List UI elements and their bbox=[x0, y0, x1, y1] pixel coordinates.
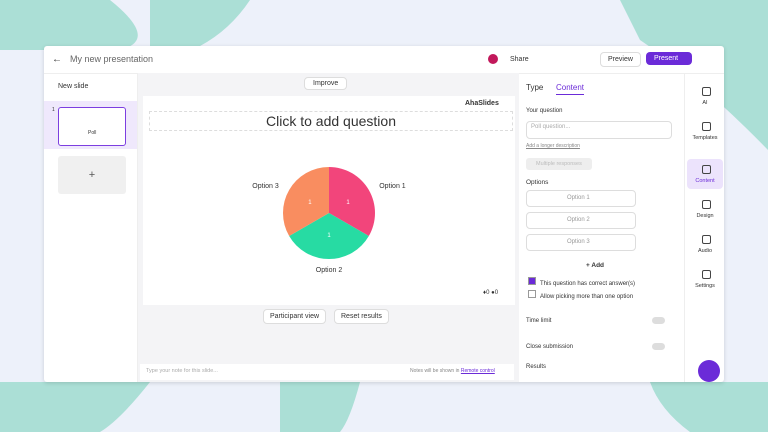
toggle[interactable] bbox=[652, 317, 665, 324]
present-button[interactable]: Present bbox=[646, 52, 693, 65]
notes-hint: Notes will be shown in bbox=[410, 368, 460, 374]
rail-item[interactable]: AI bbox=[687, 81, 723, 111]
slice-value: 1 bbox=[308, 200, 312, 206]
rail-label: Design bbox=[696, 213, 714, 219]
toggle[interactable] bbox=[652, 343, 665, 350]
options-label: Options bbox=[526, 179, 549, 186]
icon-rail: AI Templates Content Design Audio Settings bbox=[684, 73, 725, 382]
long-description-link[interactable]: Add a longer description bbox=[526, 143, 580, 149]
thumbnail-label: Poll bbox=[88, 130, 97, 136]
checkbox-box bbox=[528, 290, 536, 298]
option-row: Option 3 bbox=[526, 234, 636, 251]
checkbox-row[interactable]: This question has correct answer(s) bbox=[528, 277, 635, 287]
option-row: Option 2 bbox=[526, 212, 636, 229]
new-slide-label: New slide bbox=[58, 83, 89, 90]
slice-label: Option 2 bbox=[316, 267, 343, 274]
slice-label: Option 3 bbox=[252, 183, 279, 190]
top-bar: ← My new presentation Share Preview Pres… bbox=[44, 46, 724, 74]
question-label: Your question bbox=[526, 108, 563, 114]
pie-slice bbox=[289, 213, 369, 260]
rail-icon bbox=[702, 270, 711, 279]
preview-button[interactable]: Preview bbox=[600, 52, 641, 67]
slice-value: 1 bbox=[327, 233, 331, 239]
slide-number: 1 bbox=[52, 107, 55, 113]
results-label: Results bbox=[526, 364, 547, 370]
close-submission-label: Close submission bbox=[526, 344, 574, 350]
pie-slice bbox=[329, 167, 375, 236]
participant-view-button[interactable]: Participant view bbox=[263, 309, 327, 324]
editor-area: Improve AhaSlides Click to add question … bbox=[138, 73, 519, 382]
rail-item[interactable]: Settings bbox=[687, 264, 723, 294]
pie-slice bbox=[283, 167, 329, 236]
rail-item[interactable]: Templates bbox=[687, 116, 723, 146]
back-button[interactable]: ← bbox=[52, 54, 62, 65]
add-slide-button[interactable]: + bbox=[58, 156, 126, 194]
reactions: ♦0 ●0 bbox=[483, 290, 499, 296]
share-button[interactable]: Share bbox=[510, 56, 529, 63]
checkbox-label: Allow picking more than one option bbox=[540, 294, 634, 300]
rail-item[interactable]: Audio bbox=[687, 229, 723, 259]
reaction-count: 0 bbox=[494, 290, 499, 296]
rail-item[interactable]: Content bbox=[687, 159, 723, 189]
option-row: Option 1 bbox=[526, 190, 636, 207]
slide-sidebar: New slide 1 Poll + bbox=[44, 73, 138, 382]
new-slide-button[interactable]: New slide bbox=[58, 83, 88, 90]
brand-logo: AhaSlides bbox=[465, 100, 499, 107]
option-input[interactable]: Option 1 bbox=[567, 195, 590, 201]
multiple-button[interactable]: Multiple responses bbox=[526, 158, 592, 170]
checkbox-box bbox=[528, 277, 536, 285]
content-tab[interactable]: Content bbox=[556, 83, 585, 95]
option-input[interactable]: Option 3 bbox=[567, 239, 590, 245]
rail-label: Content bbox=[695, 178, 715, 184]
reaction-count: 0 bbox=[486, 290, 490, 296]
type-tab[interactable]: Type bbox=[526, 83, 544, 92]
checkbox-label: This question has correct answer(s) bbox=[540, 281, 636, 287]
rail-label: Settings bbox=[695, 283, 715, 289]
improve-button[interactable]: Improve bbox=[304, 77, 348, 90]
rail-icon bbox=[702, 200, 711, 209]
add-label: Add bbox=[591, 262, 605, 269]
rail-label: AI bbox=[702, 100, 708, 106]
reset-results-button[interactable]: Reset results bbox=[334, 309, 389, 324]
rail-icon bbox=[702, 122, 711, 131]
avatar bbox=[488, 54, 498, 64]
slide-canvas: AhaSlides Click to add question 1 Option … bbox=[143, 96, 515, 305]
checkbox-row[interactable]: Allow picking more than one option bbox=[528, 290, 633, 300]
option-input[interactable]: Option 2 bbox=[567, 217, 590, 223]
presentation-title[interactable]: My new presentation bbox=[70, 54, 154, 64]
rail-label: Audio bbox=[697, 248, 713, 254]
app-window: ← My new presentation Share Preview Pres… bbox=[44, 46, 724, 382]
pie-chart: 1 Option 1 1 Option 2 1 Option 3 bbox=[252, 167, 406, 274]
rail-icon bbox=[702, 165, 711, 174]
rail-icon bbox=[702, 235, 711, 244]
slice-label: Option 1 bbox=[379, 183, 406, 190]
rail-label: Templates bbox=[692, 135, 718, 141]
notes-link[interactable]: Remote control bbox=[460, 368, 495, 374]
question-title[interactable]: Click to add question bbox=[149, 111, 513, 131]
chat-button[interactable] bbox=[698, 360, 720, 382]
slice-value: 1 bbox=[346, 200, 350, 206]
settings-panel: Type Content Your question Poll question… bbox=[520, 73, 680, 382]
rail-icon bbox=[702, 87, 711, 96]
add-option-button[interactable]: + Add bbox=[586, 262, 605, 269]
notes-placeholder[interactable]: Type your note for this slide... bbox=[146, 368, 218, 374]
notes-bar: Type your note for this slide... Notes w… bbox=[140, 364, 514, 380]
slide-thumbnail[interactable]: Poll bbox=[58, 107, 126, 146]
time-limit-label: Time limit bbox=[526, 318, 552, 324]
rail-item[interactable]: Design bbox=[687, 194, 723, 224]
question-input[interactable]: Poll question... bbox=[526, 121, 672, 139]
